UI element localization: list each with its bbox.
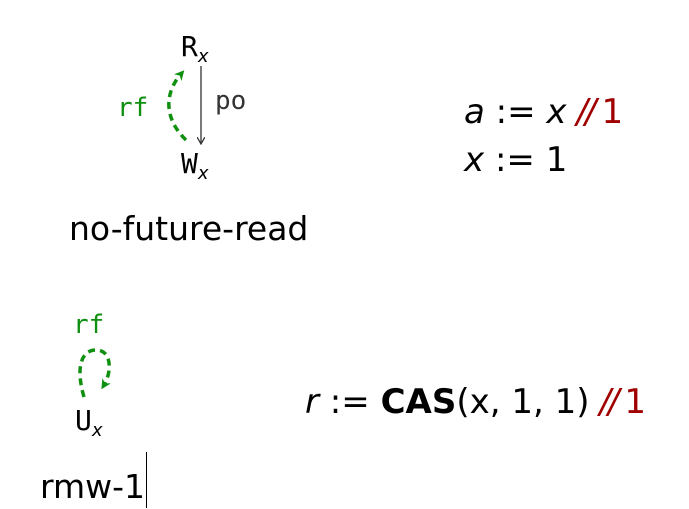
code-line-1-assign: := — [495, 92, 536, 132]
rf-label-bottom: rf — [73, 310, 105, 340]
code-cas-value: 1 — [624, 382, 647, 422]
code-cas-line: r := CAS(x, 1, 1)//1 — [305, 385, 646, 419]
code-line-1-lhs: a — [464, 92, 485, 132]
code-line-1: a := x//1 — [464, 95, 623, 129]
node-write-x: Wx — [181, 150, 209, 183]
code-cas-lhs: r — [305, 382, 319, 422]
code-line-2-lhs: x — [464, 140, 485, 180]
code-line-2: x := 1 — [464, 143, 567, 177]
caption-rmw-1: rmw-1 — [40, 467, 146, 506]
code-cas-comment: // — [599, 382, 619, 422]
node-update-x-letter: U — [75, 404, 92, 437]
code-line-2-rhs: 1 — [545, 140, 568, 180]
node-read-x: Rx — [181, 33, 209, 66]
code-line-1-rhs: x — [546, 92, 567, 132]
node-write-x-letter: W — [181, 147, 198, 180]
rf-label-top: rf — [117, 93, 149, 123]
code-cas-args: (x, 1, 1) — [456, 382, 590, 422]
po-label: po — [215, 86, 247, 116]
node-update-x: Ux — [75, 407, 103, 440]
node-update-x-subscript: x — [91, 420, 103, 441]
code-cas-assign: := — [329, 382, 370, 422]
node-write-x-subscript: x — [197, 163, 209, 184]
code-cas-function: CAS — [380, 382, 457, 422]
caption-no-future-read: no-future-read — [69, 209, 309, 248]
code-line-1-value: 1 — [601, 92, 624, 132]
node-read-x-subscript: x — [197, 46, 209, 67]
code-line-2-assign: := — [494, 140, 535, 180]
node-read-x-letter: R — [181, 30, 198, 63]
text-cursor — [146, 452, 147, 508]
rf-edge-top — [167, 70, 188, 142]
code-line-1-comment: // — [576, 92, 597, 132]
rf-edge-loop — [78, 348, 111, 398]
